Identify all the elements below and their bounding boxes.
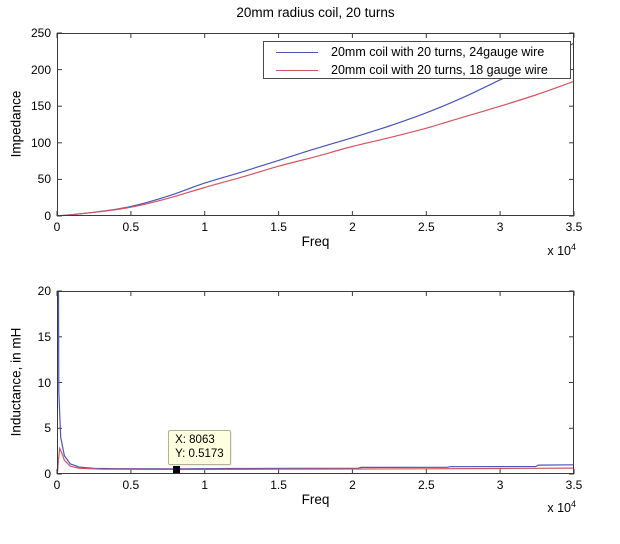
x-tick-label: 0 — [53, 478, 61, 492]
y-tick-label: 0 — [44, 209, 51, 223]
x-tick-label: 3 — [496, 220, 504, 234]
series-line-18gauge[interactable] — [57, 80, 574, 216]
y-tick-label: 50 — [37, 172, 51, 187]
legend-label: 20mm coil with 20 turns, 24gauge wire — [331, 45, 545, 59]
plot-title: 20mm radius coil, 20 turns — [236, 5, 395, 20]
x-tick-label: 2 — [349, 220, 356, 234]
axes-box — [57, 33, 574, 216]
y-tick-label: 15 — [37, 329, 51, 344]
x-multiplier-exponent: 4 — [570, 242, 576, 252]
x-tick-label: 1 — [201, 220, 209, 234]
series-line-24gauge[interactable] — [57, 42, 574, 216]
x-tick-label: 3.5 — [565, 478, 583, 492]
freq-axis-label-bottom: Freq — [301, 492, 330, 507]
axes-box — [57, 291, 574, 474]
y-tick-label: 0 — [44, 467, 51, 481]
y-tick-label: 250 — [30, 26, 51, 40]
datatip-tooltip[interactable]: X: 8063 Y: 0.5173 — [168, 430, 231, 466]
legend-line-sample-18gauge — [276, 69, 318, 71]
series-line-18gauge[interactable] — [57, 446, 574, 472]
legend[interactable]: 20mm coil with 20 turns, 24gauge wire 20… — [263, 41, 571, 79]
x-axis-multiplier-bottom: x 104 — [514, 499, 576, 515]
x-tick-label: 1.5 — [270, 478, 287, 492]
x-tick-label: 2 — [349, 478, 356, 492]
x-multiplier-base: x 10 — [547, 244, 571, 259]
legend-label: 20mm coil with 20 turns, 18 gauge wire — [331, 63, 548, 77]
x-tick-label: 1 — [201, 478, 209, 492]
x-multiplier-base: x 10 — [547, 501, 571, 516]
legend-entry[interactable]: 20mm coil with 20 turns, 24gauge wire — [264, 43, 570, 61]
x-tick-label: 0.5 — [122, 478, 140, 492]
x-tick-label: 2.5 — [417, 478, 435, 492]
y-tick-label: 200 — [30, 62, 51, 77]
y-tick-label: 10 — [37, 375, 51, 390]
y-tick-label: 150 — [30, 99, 51, 114]
legend-entry[interactable]: 20mm coil with 20 turns, 18 gauge wire — [264, 61, 570, 79]
x-tick-label: 3.5 — [565, 220, 583, 234]
x-tick-label: 2.5 — [417, 220, 435, 234]
impedance-plot-area — [56, 32, 575, 217]
freq-axis-label-top: Freq — [301, 234, 330, 249]
y-tick-label: 100 — [30, 135, 51, 150]
series-line-24gauge[interactable] — [57, 291, 575, 470]
x-tick-label: 0 — [53, 220, 61, 234]
datatip-y-value: Y: 0.5173 — [175, 448, 224, 461]
legend-line-sample-24gauge — [276, 51, 318, 53]
x-tick-label: 0.5 — [122, 220, 140, 234]
y-tick-label: 5 — [44, 421, 51, 436]
x-tick-label: 3 — [496, 478, 504, 492]
x-axis-multiplier-top: x 104 — [514, 242, 576, 258]
x-tick-label: 1.5 — [270, 220, 287, 234]
datatip-x-value: X: 8063 — [175, 434, 215, 447]
x-multiplier-exponent: 4 — [570, 499, 576, 509]
y-tick-label: 20 — [37, 284, 51, 298]
inductance-plot-area — [56, 290, 575, 475]
datatip-marker[interactable] — [172, 465, 180, 473]
axis-ticks — [56, 290, 575, 475]
